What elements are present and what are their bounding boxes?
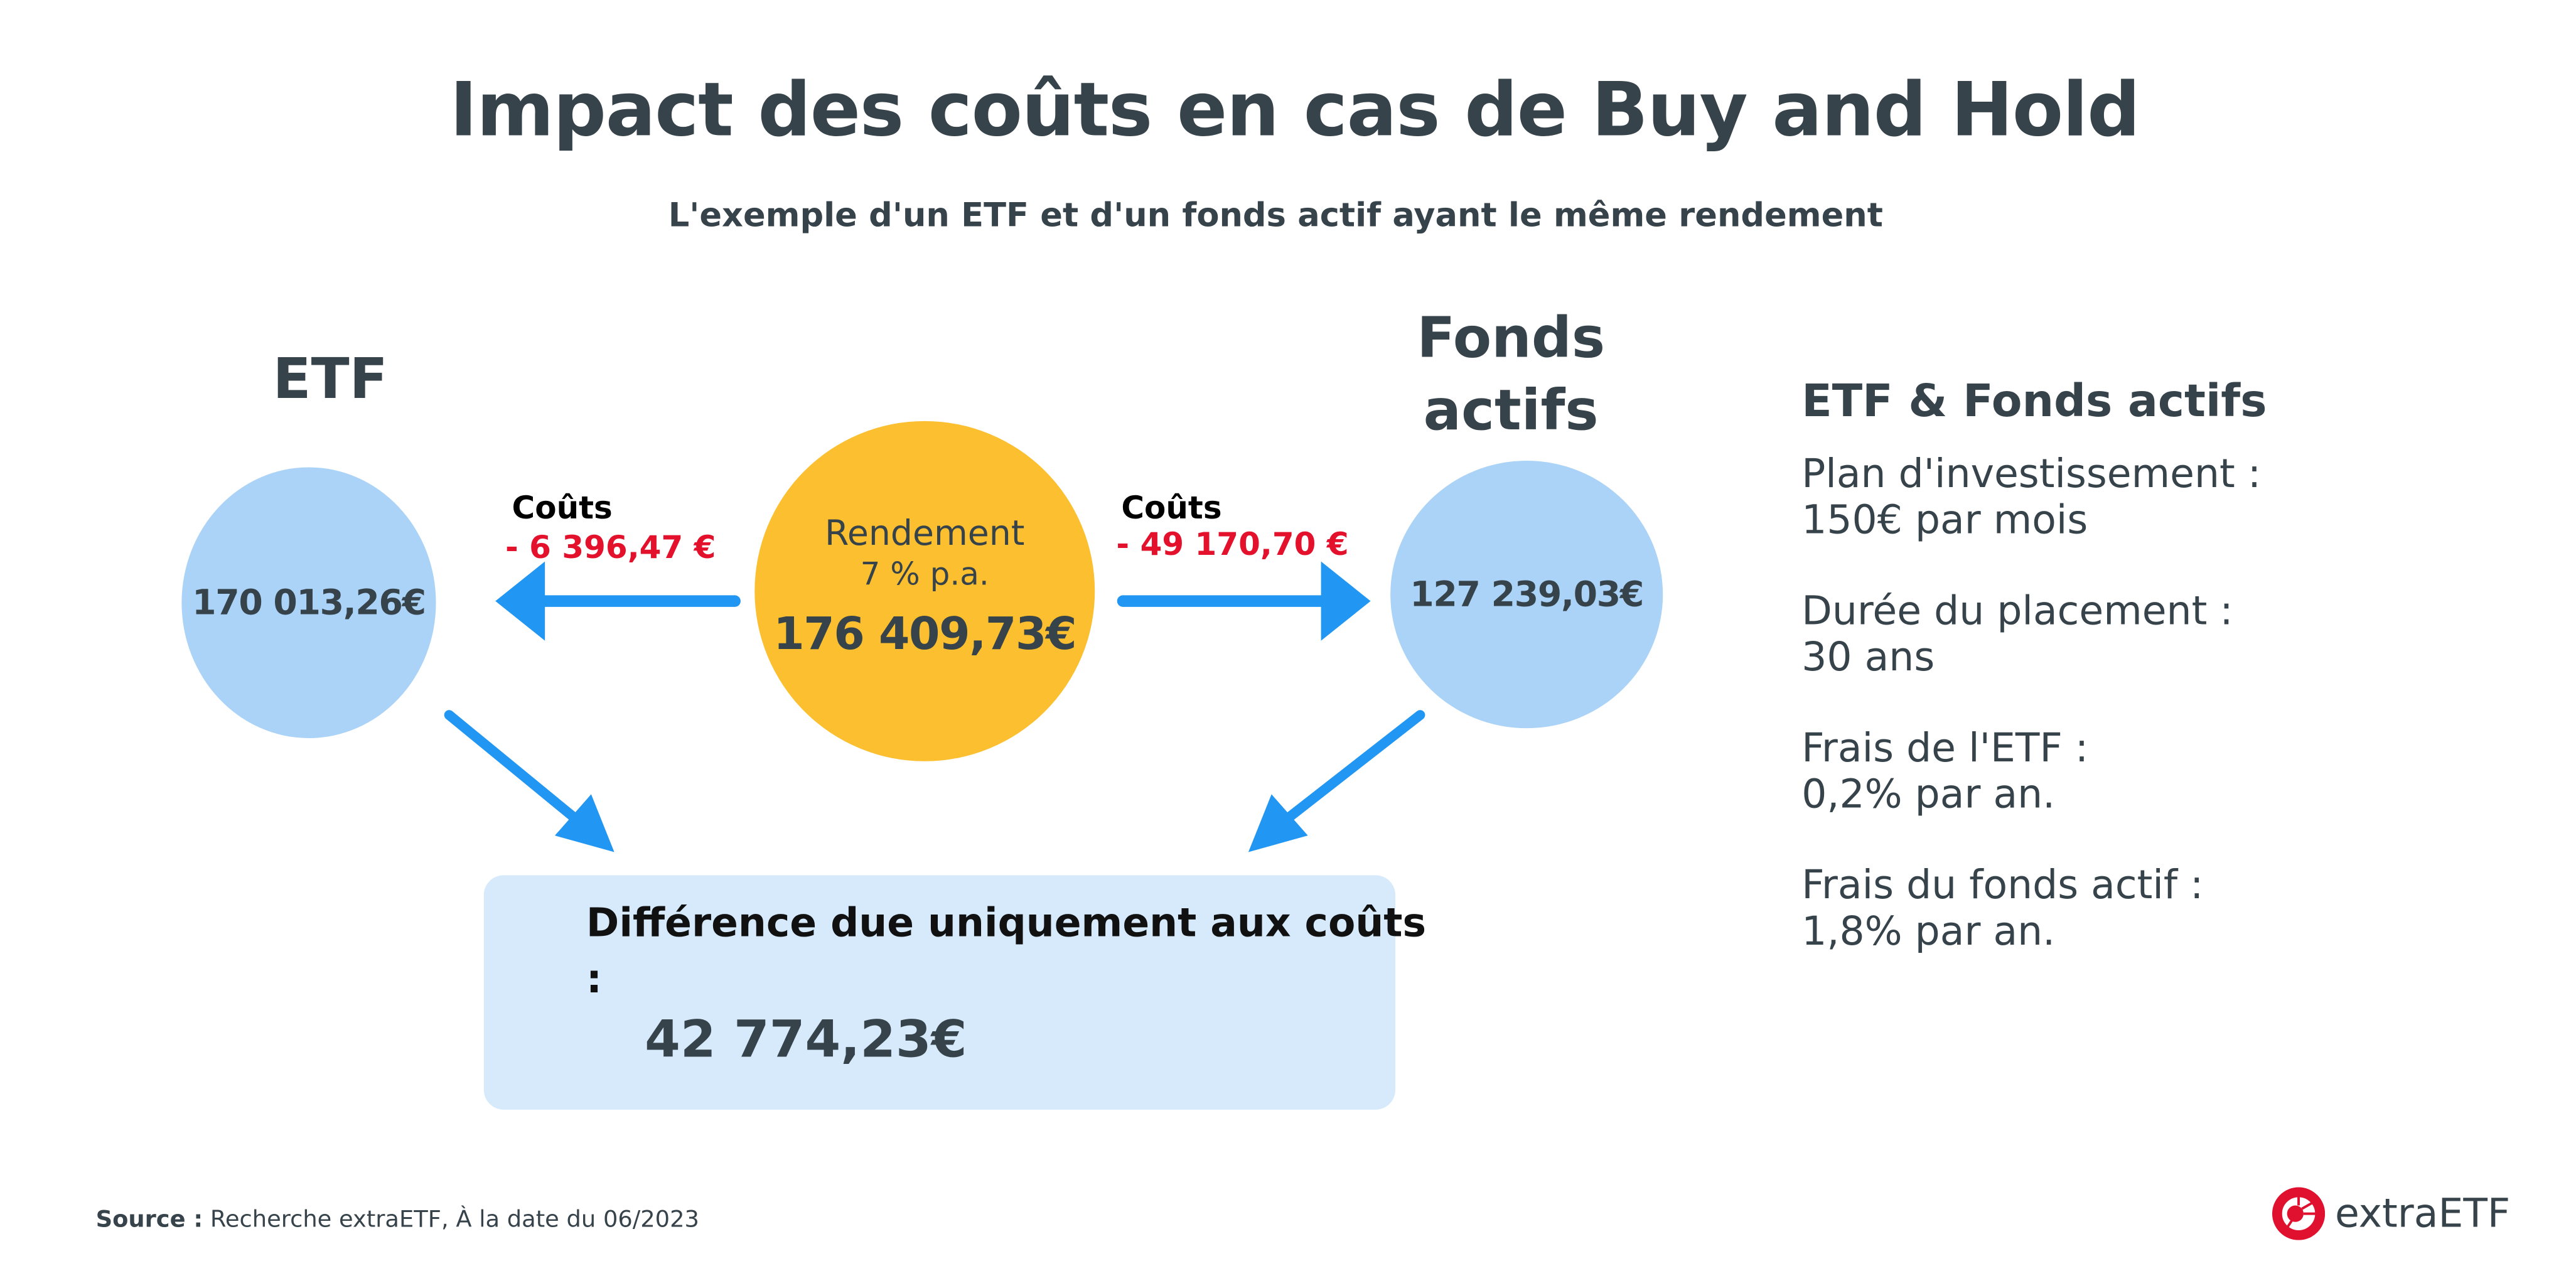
source-text: Recherche extraETF, À la date du 06/2023 <box>210 1207 699 1234</box>
return-rate: 7 % p.a. <box>860 555 989 593</box>
extraetf-logo-icon <box>2272 1187 2326 1240</box>
fonds-value: 127 239,03€ <box>1410 574 1644 614</box>
item-value: 0,2% par an. <box>1801 771 2056 818</box>
panel-item: Plan d'investissement :150€ par mois <box>1801 451 2545 543</box>
page-title: Impact des coûts en cas de Buy and Hold <box>449 66 2140 154</box>
costs-left-label: Coûts <box>512 490 613 527</box>
return-circle: Rendement 7 % p.a. 176 409,73€ <box>754 421 1095 761</box>
etf-circle: 170 013,26€ <box>181 467 436 738</box>
source-note: Source : Recherche extraETF, À la date d… <box>96 1207 699 1233</box>
costs-right-value: - 49 170,70 € <box>1116 527 1349 564</box>
item-label: Durée du placement : <box>1801 588 2233 635</box>
subtitle: L'exemple d'un ETF et d'un fonds actif a… <box>668 195 1883 235</box>
item-value: 1,8% par an. <box>1801 908 2056 955</box>
extraetf-logo: extraETF <box>2272 1187 2511 1240</box>
fonds-circle: 127 239,03€ <box>1390 460 1663 729</box>
item-label: Frais du fonds actif : <box>1801 862 2204 908</box>
return-value: 176 409,73€ <box>773 608 1076 660</box>
arrow-diagonal-right-icon <box>1248 710 1425 852</box>
difference-value: 42 774,23€ <box>645 1011 967 1070</box>
item-value: 150€ par mois <box>1801 496 2088 544</box>
item-label: Plan d'investissement : <box>1801 451 2262 497</box>
item-value: 30 ans <box>1801 634 1935 680</box>
etf-label: ETF <box>272 346 388 413</box>
item-label: Frais de l'ETF : <box>1801 724 2089 771</box>
difference-text: Différence due uniquement aux coûts : <box>586 899 1427 1002</box>
logo-text: extraETF <box>2334 1190 2511 1237</box>
arrow-right-icon <box>1117 561 1371 641</box>
difference-box <box>483 875 1396 1110</box>
arrow-left-icon <box>495 561 741 641</box>
arrow-diagonal-left-icon <box>444 710 614 852</box>
costs-left-value: - 6 396,47 € <box>505 530 716 567</box>
assumptions-panel: ETF & Fonds actifs Plan d'investissement… <box>1801 377 2545 999</box>
fonds-label-line2: actifs <box>1423 378 1599 444</box>
fonds-label-line1: Fonds <box>1417 305 1606 372</box>
fonds-label: Fonds actifs <box>1354 302 1668 448</box>
panel-item: Frais du fonds actif :1,8% par an. <box>1801 862 2545 954</box>
panel-item: Durée du placement :30 ans <box>1801 588 2545 680</box>
panel-item: Frais de l'ETF :0,2% par an. <box>1801 725 2545 817</box>
costs-right-label: Coûts <box>1121 490 1222 527</box>
etf-value: 170 013,26€ <box>192 582 426 623</box>
panel-heading: ETF & Fonds actifs <box>1801 376 2267 428</box>
source-label: Source : <box>95 1207 203 1234</box>
return-label: Rendement <box>825 512 1025 553</box>
